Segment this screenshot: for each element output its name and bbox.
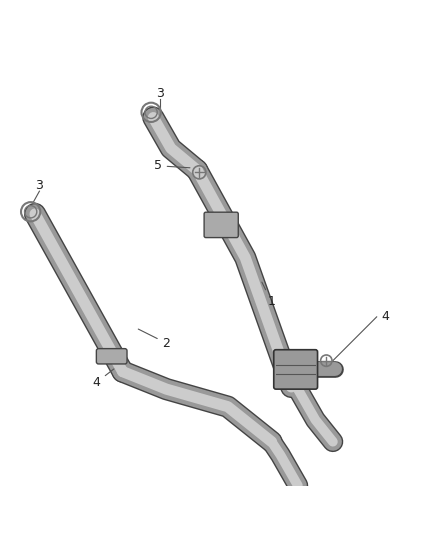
- Text: 5: 5: [154, 159, 190, 172]
- Text: 4: 4: [92, 369, 114, 389]
- Text: 4: 4: [381, 310, 389, 324]
- Text: 3: 3: [156, 87, 164, 100]
- Text: 3: 3: [35, 179, 43, 192]
- Text: 1: 1: [262, 282, 276, 308]
- FancyBboxPatch shape: [274, 350, 318, 389]
- FancyBboxPatch shape: [204, 212, 238, 238]
- FancyBboxPatch shape: [96, 349, 127, 364]
- Text: 2: 2: [138, 329, 170, 350]
